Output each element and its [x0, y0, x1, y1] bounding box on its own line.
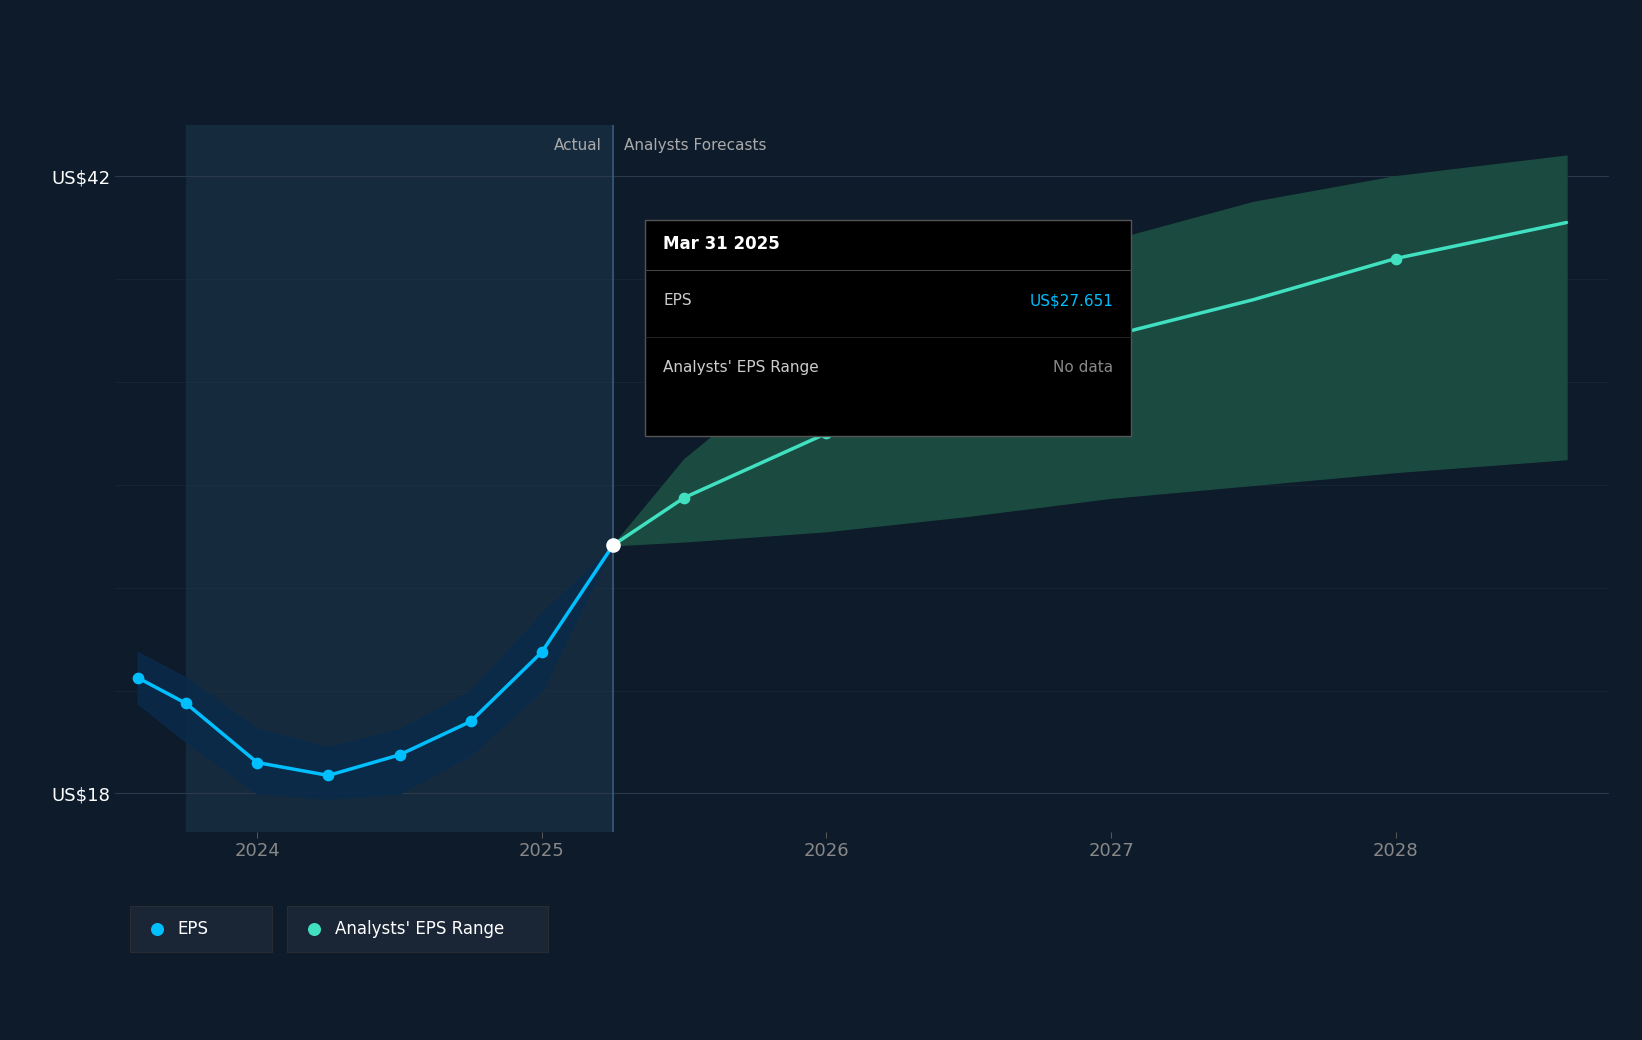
Text: US$27.651: US$27.651	[1030, 293, 1113, 308]
Point	[172, 695, 199, 711]
Point	[386, 747, 412, 763]
Bar	[186, 125, 612, 832]
Text: Mar 31 2025: Mar 31 2025	[663, 235, 780, 253]
Text: Actual: Actual	[553, 138, 601, 153]
FancyBboxPatch shape	[130, 906, 273, 953]
Text: Analysts' EPS Range: Analysts' EPS Range	[663, 360, 819, 375]
Point	[1098, 328, 1125, 344]
Text: EPS: EPS	[177, 920, 209, 938]
Point	[125, 670, 151, 686]
Text: No data: No data	[1053, 360, 1113, 375]
Point	[315, 768, 342, 784]
FancyBboxPatch shape	[645, 220, 1131, 436]
FancyBboxPatch shape	[287, 906, 548, 953]
Text: Analysts Forecasts: Analysts Forecasts	[624, 138, 767, 153]
Point	[672, 490, 698, 506]
Point	[1383, 251, 1409, 267]
Text: Analysts' EPS Range: Analysts' EPS Range	[335, 920, 504, 938]
Text: EPS: EPS	[663, 293, 691, 308]
Point	[529, 644, 555, 660]
Point	[245, 754, 271, 771]
Point	[458, 713, 484, 730]
Point	[599, 537, 626, 553]
Point	[813, 425, 839, 442]
